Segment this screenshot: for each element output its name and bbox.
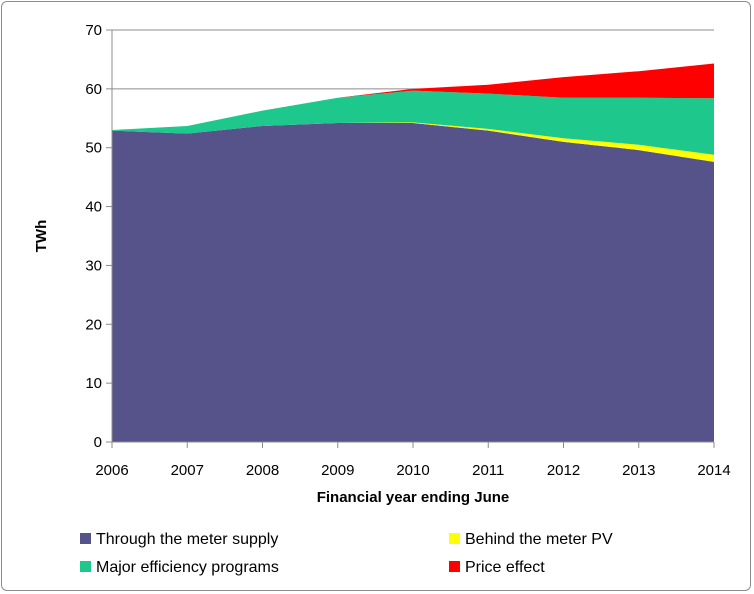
- legend: Through the meter supply Behind the meter…: [80, 531, 613, 576]
- legend-item-price-effect: Price effect: [449, 559, 545, 576]
- y-tick-label-30: 30: [85, 257, 102, 274]
- legend-swatch: [80, 561, 91, 572]
- x-tick-label-2014: 2014: [697, 462, 730, 479]
- legend-label: Through the meter supply: [96, 531, 278, 548]
- series-areas: [112, 63, 714, 443]
- x-tick-label-2009: 2009: [321, 462, 354, 479]
- y-tick-label-70: 70: [85, 22, 102, 39]
- axes: [106, 29, 715, 448]
- y-tick-label-20: 20: [85, 316, 102, 333]
- x-axis-title: Financial year ending June: [317, 489, 510, 506]
- y-tick-label-10: 10: [85, 375, 102, 392]
- x-tick-label-2008: 2008: [246, 462, 279, 479]
- legend-item-behind-the-meter-pv: Behind the meter PV: [449, 531, 613, 548]
- y-tick-label-50: 50: [85, 140, 102, 157]
- legend-label: Major efficiency programs: [96, 559, 279, 576]
- x-tick-label-2007: 2007: [171, 462, 204, 479]
- legend-label: Behind the meter PV: [465, 531, 613, 548]
- legend-swatch: [80, 533, 91, 544]
- x-tick-label-2010: 2010: [396, 462, 429, 479]
- area-through-the-meter-supply: [112, 122, 714, 443]
- x-tick-label-2012: 2012: [547, 462, 580, 479]
- x-tick-label-2006: 2006: [95, 462, 128, 479]
- y-tick-label-0: 0: [94, 434, 102, 451]
- y-axis-title: TWh: [33, 220, 50, 252]
- area-major-efficiency-programs: [112, 90, 714, 155]
- y-tick-label-40: 40: [85, 199, 102, 216]
- legend-swatch: [449, 561, 460, 572]
- area-price-effect: [112, 63, 714, 131]
- x-tick-label-2011: 2011: [472, 462, 504, 479]
- legend-item-major-efficiency-programs: Major efficiency programs: [80, 559, 279, 576]
- legend-swatch: [449, 533, 460, 544]
- y-tick-labels: 0 10 20 30 40 50 60 70: [85, 22, 102, 451]
- x-tick-labels: 2006 2007 2008 2009 2010 2011 2012 2013 2014: [95, 462, 730, 479]
- area-behind-the-meter-pv: [112, 122, 714, 162]
- x-tick-label-2013: 2013: [622, 462, 655, 479]
- y-tick-label-60: 60: [85, 81, 102, 98]
- legend-item-through-the-meter-supply: Through the meter supply: [80, 531, 278, 548]
- legend-label: Price effect: [465, 559, 545, 576]
